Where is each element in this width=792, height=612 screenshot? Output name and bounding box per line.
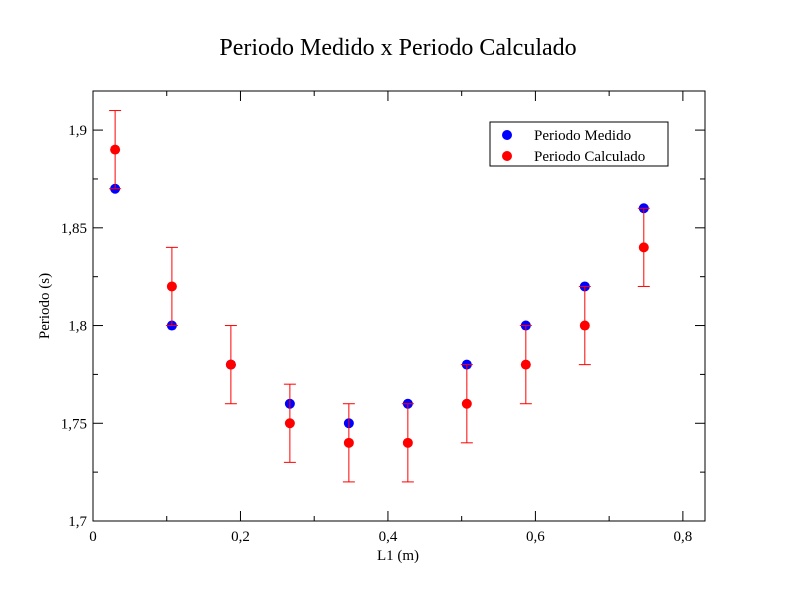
data-point (579, 320, 590, 331)
data-point (520, 359, 531, 370)
y-axis-ticks: 1,7 1,75 1,8 1,85 1,9 (61, 123, 705, 530)
series-1 (110, 183, 649, 429)
x-tick-label: 0,8 (674, 529, 693, 545)
data-point (284, 418, 295, 429)
plot-frame (92, 90, 706, 522)
y-tick-label: 1,9 (68, 123, 87, 139)
y-tick-label: 1,8 (68, 319, 87, 335)
data-point (461, 398, 472, 409)
data-point (638, 242, 649, 253)
y-tick-label: 1,85 (61, 221, 87, 237)
x-tick-label: 0,6 (526, 529, 545, 545)
x-axis-label: L1 (m) (377, 548, 419, 564)
data-point (402, 437, 413, 448)
x-tick-label: 0,4 (379, 529, 398, 545)
legend-marker (502, 151, 512, 161)
y-tick-label: 1,75 (61, 416, 87, 432)
legend-box (489, 121, 669, 167)
x-tick-label: 0,2 (231, 529, 250, 545)
y-axis-label: Periodo (s) (37, 273, 53, 339)
data-point (225, 359, 236, 370)
series-layer (109, 110, 650, 483)
legend: Periodo Medido Periodo Calculado (489, 121, 669, 167)
chart-title: Periodo Medido x Periodo Calculado (219, 35, 576, 61)
y-tick-label: 1,7 (68, 514, 87, 530)
legend-label: Periodo Calculado (534, 149, 645, 165)
x-axis-ticks: 0 0,2 0,4 0,6 0,8 (89, 91, 692, 545)
series-2 (109, 110, 650, 483)
data-point (166, 281, 177, 292)
data-point (343, 437, 354, 448)
legend-marker (502, 130, 512, 140)
x-tick-label: 0 (89, 529, 97, 545)
data-point (110, 144, 121, 155)
legend-label: Periodo Medido (534, 128, 631, 144)
